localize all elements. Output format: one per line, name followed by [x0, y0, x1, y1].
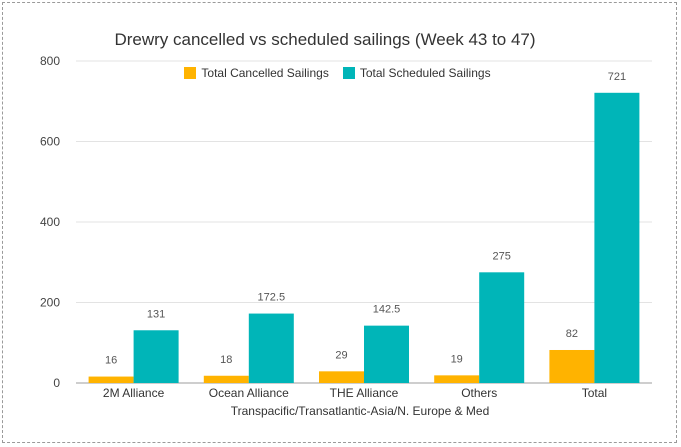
bar-cancelled: [203, 375, 249, 383]
data-label: 131: [147, 308, 165, 320]
y-tick-label: 0: [53, 376, 60, 390]
data-label: 142.5: [373, 304, 401, 316]
bar-cancelled: [549, 349, 595, 383]
legend-swatch-cancelled: [184, 67, 197, 79]
bar-scheduled: [133, 330, 179, 383]
x-tick-label: 2M Alliance: [103, 386, 165, 400]
data-label: 721: [608, 71, 626, 83]
data-label: 16: [105, 355, 117, 367]
x-tick-label: Others: [461, 386, 497, 400]
y-tick-label: 800: [40, 54, 60, 68]
data-label: 275: [493, 250, 511, 262]
bar-scheduled: [248, 313, 294, 383]
data-label: 82: [566, 328, 578, 340]
bar-scheduled: [479, 272, 525, 383]
bar-scheduled: [594, 92, 640, 384]
y-tick-label: 400: [40, 215, 60, 229]
bar-cancelled: [88, 376, 134, 383]
x-tick-label: Total: [582, 386, 607, 400]
x-tick-label: THE Alliance: [330, 386, 399, 400]
x-tick-label: Ocean Alliance: [209, 386, 289, 400]
data-label: 172.5: [258, 292, 286, 304]
y-tick-label: 200: [40, 296, 60, 310]
legend-label-scheduled: Total Scheduled Sailings: [359, 66, 491, 80]
bar-cancelled: [319, 371, 364, 383]
chart-legend: Total Cancelled Sailings Total Scheduled…: [0, 66, 675, 80]
data-label: 19: [451, 353, 463, 365]
x-axis-label: Transpacific/Transatlantic-Asia/N. Europ…: [230, 404, 490, 418]
data-label: 18: [220, 354, 232, 366]
data-label: 29: [335, 349, 347, 361]
bar-cancelled: [434, 375, 480, 383]
bar-scheduled: [364, 325, 409, 383]
legend-swatch-scheduled: [342, 67, 355, 79]
chart-title: Drewry cancelled vs scheduled sailings (…: [114, 30, 536, 49]
y-tick-label: 600: [40, 135, 60, 149]
legend-label-cancelled: Total Cancelled Sailings: [201, 66, 329, 80]
legend-item-scheduled: Total Scheduled Sailings: [342, 66, 491, 80]
legend-item-cancelled: Total Cancelled Sailings: [184, 66, 329, 80]
